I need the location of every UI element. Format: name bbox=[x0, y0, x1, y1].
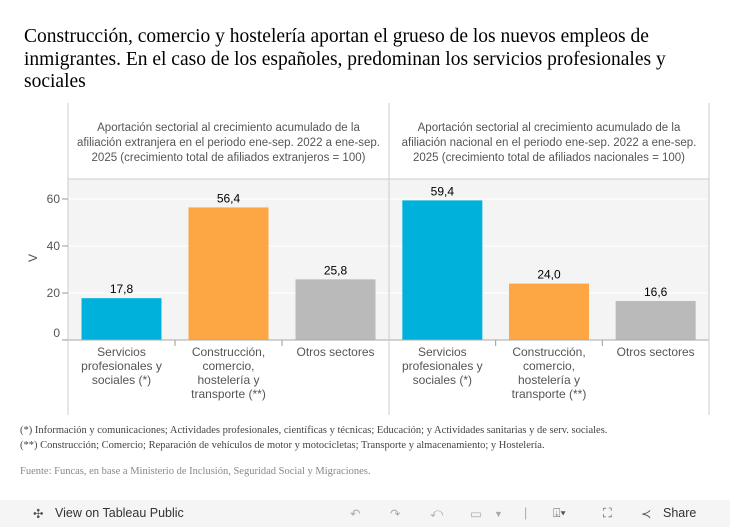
bar bbox=[509, 283, 589, 340]
category-label: Otros sectores bbox=[296, 345, 374, 359]
category-label: Construcción, bbox=[192, 345, 265, 359]
pane-title-line: 2025 (crecimiento total de afiliados ext… bbox=[92, 152, 366, 164]
data-label: 16,6 bbox=[644, 285, 668, 299]
revert-icon[interactable]: ⤺ bbox=[430, 506, 444, 520]
pause-icon[interactable]: ▭ bbox=[470, 507, 482, 521]
footnote-2: (**) Construcción; Comercio; Reparación … bbox=[20, 440, 545, 451]
data-label: 56,4 bbox=[217, 191, 241, 205]
bar-chart: Aportación sectorial al crecimiento acum… bbox=[26, 103, 710, 415]
pane-title-line: Aportación sectorial al crecimiento acum… bbox=[418, 122, 681, 134]
category-label: comercio, bbox=[202, 359, 254, 373]
y-tick-label: 60 bbox=[47, 192, 61, 206]
data-label: 25,8 bbox=[324, 263, 348, 277]
tableau-toolbar: ✣ View on Tableau Public ↶ ↷ ⤺ ▭ ▼ | ⍗▾ … bbox=[0, 500, 730, 527]
category-label: hostelería y bbox=[518, 373, 580, 387]
category-label: comercio, bbox=[523, 359, 575, 373]
chart-title: Construcción, comercio y hostelería apor… bbox=[24, 26, 666, 92]
data-label: 59,4 bbox=[431, 184, 455, 198]
data-label: 24,0 bbox=[537, 268, 561, 282]
tableau-logo-icon: ✣ bbox=[33, 507, 44, 521]
category-label: sociales (*) bbox=[413, 373, 472, 387]
source-note: Fuente: Funcas, en base a Ministerio de … bbox=[20, 466, 371, 477]
chevron-down-icon[interactable]: ▼ bbox=[494, 509, 503, 519]
bar bbox=[295, 279, 376, 340]
category-label: profesionales y bbox=[402, 359, 483, 373]
bar bbox=[188, 207, 269, 340]
data-label: 17,8 bbox=[110, 282, 134, 296]
category-label: profesionales y bbox=[81, 359, 162, 373]
category-label: Otros sectores bbox=[617, 345, 695, 359]
category-label: Construcción, bbox=[512, 345, 585, 359]
download-icon[interactable]: ⍗▾ bbox=[553, 506, 566, 520]
pane-title-line: 2025 (crecimiento total de afiliados nac… bbox=[413, 152, 685, 164]
category-label: Servicios bbox=[418, 345, 467, 359]
redo-icon[interactable]: ↷ bbox=[390, 507, 401, 521]
pane-title-line: afiliación extranjera en el periodo ene-… bbox=[77, 137, 380, 149]
category-label: transporte (**) bbox=[191, 387, 266, 401]
category-label: Servicios bbox=[97, 345, 146, 359]
divider: | bbox=[524, 506, 528, 520]
share-icon[interactable]: ≺ bbox=[641, 507, 652, 521]
bar bbox=[615, 300, 696, 340]
share-button[interactable]: Share bbox=[663, 506, 697, 520]
category-label: transporte (**) bbox=[512, 387, 587, 401]
bar bbox=[402, 200, 483, 340]
y-tick-label: 0 bbox=[53, 326, 60, 340]
y-tick-label: 20 bbox=[47, 286, 61, 300]
view-on-tableau-link[interactable]: View on Tableau Public bbox=[55, 506, 184, 520]
fullscreen-icon[interactable]: ⛶ bbox=[603, 506, 612, 520]
pane-title-line: Aportación sectorial al crecimiento acum… bbox=[97, 122, 360, 134]
y-tick-label: 40 bbox=[47, 239, 61, 253]
footnote-1: (*) Información y comunicaciones; Activi… bbox=[20, 425, 608, 436]
undo-icon[interactable]: ↶ bbox=[350, 507, 361, 521]
pane-title-line: afiliación nacional en el periodo ene-se… bbox=[402, 137, 697, 149]
category-label: sociales (*) bbox=[92, 373, 151, 387]
bar bbox=[81, 298, 162, 340]
y-axis-label: V bbox=[26, 254, 40, 262]
category-label: hostelería y bbox=[197, 373, 259, 387]
